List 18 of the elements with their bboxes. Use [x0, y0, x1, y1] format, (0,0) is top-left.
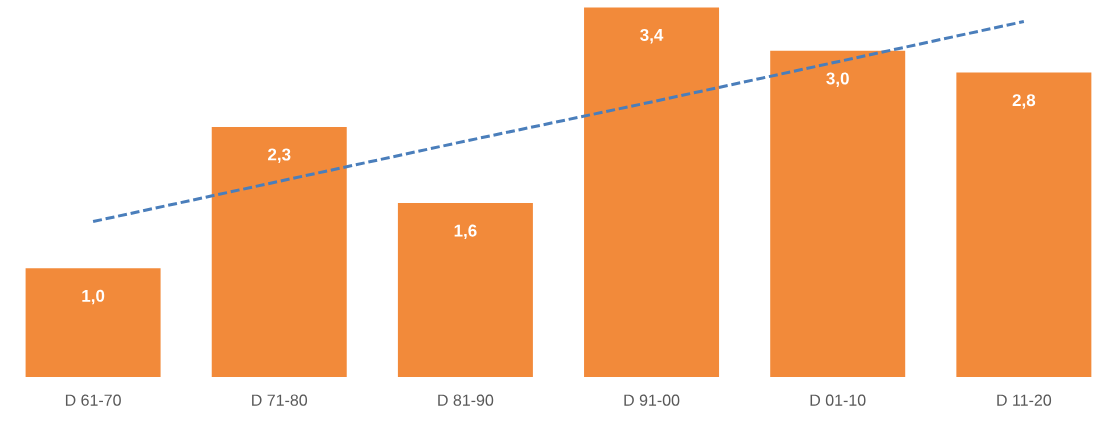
bar	[770, 50, 906, 377]
bar	[211, 126, 347, 377]
data-label: 2,8	[1012, 94, 1036, 109]
data-label: 2,3	[268, 148, 291, 163]
x-tick-label: D 81-90	[438, 394, 494, 406]
data-label: 3,4	[640, 28, 664, 44]
x-tick-label: D 91-00	[624, 394, 680, 406]
bar	[397, 203, 533, 377]
data-label: 1,0	[82, 289, 105, 305]
bar	[956, 72, 1092, 377]
x-tick-label: D 01-10	[810, 394, 866, 406]
bar	[584, 7, 720, 377]
data-label: 1,6	[454, 224, 477, 240]
x-tick-label: D 71-80	[252, 394, 308, 406]
x-tick-label: D 61-70	[65, 394, 121, 406]
bar	[25, 268, 161, 377]
data-label: 3,0	[826, 72, 849, 87]
x-tick-label: D 11-20	[997, 394, 1052, 406]
